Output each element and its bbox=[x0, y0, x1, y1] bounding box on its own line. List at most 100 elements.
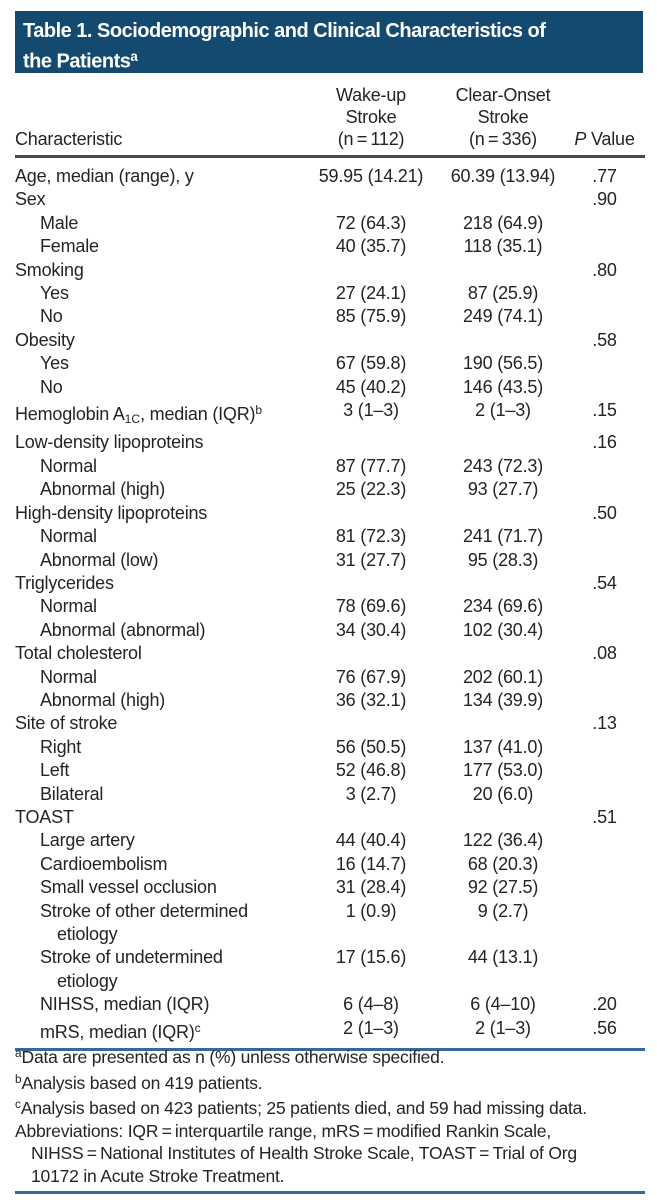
table-row: Stroke of undetermined etiology 17 (15.6) 4… bbox=[15, 946, 645, 993]
characteristic-label: Stroke of other determined bbox=[40, 900, 248, 921]
characteristic-label: High-density lipoproteins bbox=[15, 502, 208, 523]
clear-onset-stroke-value: 202 (60.1) bbox=[462, 666, 544, 687]
table-row: Yes 27 (24.1) 87 (25.9) bbox=[15, 282, 645, 305]
p-value-cell bbox=[564, 853, 645, 876]
footnote-line: aData are presented as n (%) unless othe… bbox=[15, 1046, 445, 1067]
characteristic-label: Small vessel occlusion bbox=[40, 877, 217, 898]
characteristic-cell: Yes bbox=[15, 352, 300, 375]
table-row: mRS, median (IQR)c 2 (1–3) 2 (1–3) .56 bbox=[15, 1017, 645, 1050]
table-header: Characteristic Wake-up Stroke (n = 112) … bbox=[15, 84, 645, 157]
footnote-line: Abbreviations: IQR = interquartile range… bbox=[15, 1120, 551, 1141]
table-row: Abnormal (high) 36 (32.1) 134 (39.9) bbox=[15, 689, 645, 712]
characteristic-cell: Abnormal (abnormal) bbox=[15, 619, 300, 642]
clear-onset-stroke-value: 92 (27.5) bbox=[467, 877, 539, 898]
p-value-cell bbox=[564, 549, 645, 572]
characteristic-label: Normal bbox=[40, 596, 97, 617]
characteristic-label: Normal bbox=[40, 666, 97, 687]
column-header-characteristic: Characteristic bbox=[15, 129, 123, 149]
p-value-cell bbox=[564, 282, 645, 305]
table-row: Stroke of other determined etiology 1 (0.9… bbox=[15, 900, 645, 947]
table-row: Triglycerides .54 bbox=[15, 572, 645, 595]
footnote-marker: a bbox=[15, 1047, 22, 1060]
characteristic-cell: Female bbox=[15, 235, 300, 258]
characteristic-cell: Abnormal (low) bbox=[15, 549, 300, 572]
table-row: Normal 78 (69.6) 234 (69.6) bbox=[15, 595, 645, 618]
column-header-p-value: P Value bbox=[564, 84, 645, 157]
table-row: Abnormal (high) 25 (22.3) 93 (27.7) bbox=[15, 478, 645, 501]
footnote-line: cAnalysis based on 423 patients; 25 pati… bbox=[15, 1097, 587, 1118]
characteristic-label: NIHSS, median (IQR) bbox=[40, 994, 210, 1015]
p-value-cell bbox=[564, 783, 645, 806]
table-row: Total cholesterol .08 bbox=[15, 642, 645, 665]
footnote-marker: c bbox=[194, 1020, 201, 1035]
characteristic-label: Sex bbox=[15, 189, 46, 210]
characteristic-label: Large artery bbox=[40, 830, 135, 851]
characteristic-label: Yes bbox=[40, 283, 69, 304]
wake-up-stroke-value: 34 (30.4) bbox=[335, 619, 407, 640]
characteristic-label: Left bbox=[40, 760, 70, 781]
wake-up-stroke-value: 31 (28.4) bbox=[335, 877, 407, 898]
p-value-cell bbox=[564, 759, 645, 782]
clear-onset-stroke-value: 93 (27.7) bbox=[467, 479, 539, 500]
characteristic-label: mRS, median (IQR)c bbox=[40, 1020, 201, 1042]
wake-up-stroke-value: 59.95 (14.21) bbox=[318, 166, 424, 186]
table-row: Abnormal (low) 31 (27.7) 95 (28.3) bbox=[15, 549, 645, 572]
characteristic-cell: Smoking bbox=[15, 259, 300, 282]
characteristic-cell: mRS, median (IQR)c bbox=[15, 1017, 300, 1050]
clear-onset-stroke-value: 95 (28.3) bbox=[467, 549, 539, 570]
wake-up-stroke-value: 56 (50.5) bbox=[335, 736, 407, 757]
characteristic-cell: Stroke of other determined etiology bbox=[15, 900, 300, 947]
clear-onset-stroke-value bbox=[442, 572, 564, 595]
subscript: 1C bbox=[124, 412, 141, 427]
clear-header-line3: (n = 336) bbox=[469, 129, 537, 149]
p-value-cell: .16 bbox=[592, 432, 617, 453]
characteristic-cell: Large artery bbox=[15, 829, 300, 852]
table-title-bar: Table 1. Sociodemographic and Clinical C… bbox=[15, 11, 643, 73]
clear-onset-stroke-value bbox=[442, 806, 564, 829]
characteristic-cell: Small vessel occlusion bbox=[15, 876, 300, 899]
characteristic-cell: Bilateral bbox=[15, 783, 300, 806]
characteristic-cell: Hemoglobin A1C, median (IQR)b bbox=[15, 399, 300, 431]
p-value-cell: .56 bbox=[592, 1017, 617, 1038]
table-row: Age, median (range), y 59.95 (14.21) 60.39… bbox=[15, 157, 645, 189]
wake-up-stroke-value: 45 (40.2) bbox=[335, 376, 407, 397]
p-value-cell: .90 bbox=[592, 189, 617, 210]
clear-onset-stroke-value: 60.39 (13.94) bbox=[450, 166, 556, 186]
characteristic-label: Female bbox=[40, 236, 99, 257]
table-row: High-density lipoproteins .50 bbox=[15, 502, 645, 525]
wake-up-stroke-value bbox=[300, 329, 442, 352]
table-row: Large artery 44 (40.4) 122 (36.4) bbox=[15, 829, 645, 852]
clear-onset-stroke-value: 243 (72.3) bbox=[462, 455, 544, 476]
wake-up-stroke-value bbox=[300, 712, 442, 735]
characteristic-label: Obesity bbox=[15, 329, 75, 350]
table-row: Left 52 (46.8) 177 (53.0) bbox=[15, 759, 645, 782]
characteristic-label: Stroke of undetermined bbox=[40, 947, 223, 968]
characteristic-cell: Low-density lipoproteins bbox=[15, 431, 300, 454]
characteristic-cell: Abnormal (high) bbox=[15, 689, 300, 712]
footnote-marker: c bbox=[15, 1098, 21, 1112]
p-value-cell bbox=[564, 619, 645, 642]
footnote-marker: b bbox=[15, 1072, 22, 1086]
p-value-cell bbox=[564, 666, 645, 689]
characteristic-cell: Abnormal (high) bbox=[15, 478, 300, 501]
wake-up-stroke-value: 36 (32.1) bbox=[335, 689, 407, 710]
wake-up-stroke-value bbox=[300, 572, 442, 595]
table-row: Male 72 (64.3) 218 (64.9) bbox=[15, 212, 645, 235]
characteristic-label-wrap: etiology bbox=[57, 924, 118, 945]
table-row: Yes 67 (59.8) 190 (56.5) bbox=[15, 352, 645, 375]
p-value-cell bbox=[564, 352, 645, 375]
clear-onset-stroke-value: 134 (39.9) bbox=[462, 689, 544, 710]
characteristic-label: Normal bbox=[40, 526, 97, 547]
table-row: Hemoglobin A1C, median (IQR)b 3 (1–3) 2 (1… bbox=[15, 399, 645, 431]
wake-up-stroke-value: 25 (22.3) bbox=[335, 479, 407, 500]
characteristic-cell: Yes bbox=[15, 282, 300, 305]
clear-onset-stroke-value: 9 (2.7) bbox=[477, 900, 529, 921]
p-value-cell bbox=[564, 829, 645, 852]
table-body: Age, median (range), y 59.95 (14.21) 60.39… bbox=[15, 157, 645, 1050]
p-value-cell: .58 bbox=[592, 329, 617, 350]
wake-up-stroke-value: 67 (59.8) bbox=[335, 353, 407, 374]
clear-onset-stroke-value: 6 (4–10) bbox=[470, 994, 536, 1015]
p-value-cell bbox=[564, 305, 645, 328]
clear-onset-stroke-value: 218 (64.9) bbox=[462, 212, 544, 233]
p-value-cell bbox=[564, 376, 645, 399]
